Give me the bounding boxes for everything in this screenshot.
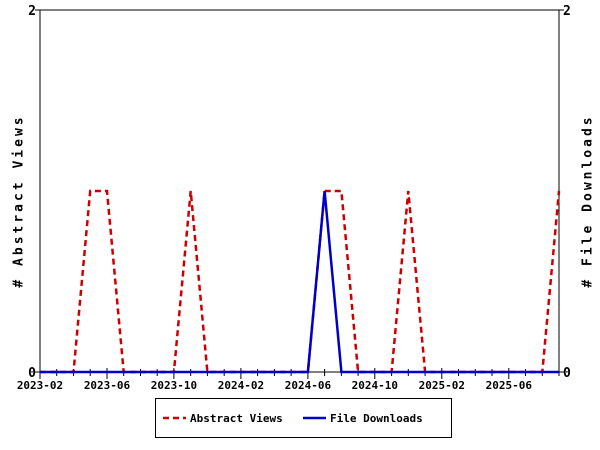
left-axis-title: # Abstract Views [12,114,27,287]
legend-file-downloads-label: File Downloads [330,412,423,425]
y-tick-label-left: 0 [28,366,36,381]
y-tick-label-right: 2 [563,4,571,19]
x-tick-label: 2025-06 [486,379,533,392]
x-tick-label: 2023-02 [17,379,63,392]
x-tick-label: 2023-10 [151,379,197,392]
right-axis-title: # File Downloads [581,114,596,287]
y-tick-label-right: 0 [563,366,571,381]
series-line-file-downloads [40,190,559,374]
x-tick-label: 2023-06 [84,379,131,392]
plot-dynamic-layer: 2023-02 2023-06 2023-10 2024-02 2024-06 2024-… [17,4,571,392]
legend: Abstract Views File Downloads [155,398,452,438]
x-tick-label: 2024-06 [285,379,332,392]
legend-abstract-views-label: Abstract Views [190,412,283,425]
x-tick-label: 2025-02 [419,379,465,392]
x-tick-label: 2024-10 [352,379,398,392]
y-tick-label-left: 2 [28,4,36,19]
x-tick-label: 2024-02 [218,379,264,392]
